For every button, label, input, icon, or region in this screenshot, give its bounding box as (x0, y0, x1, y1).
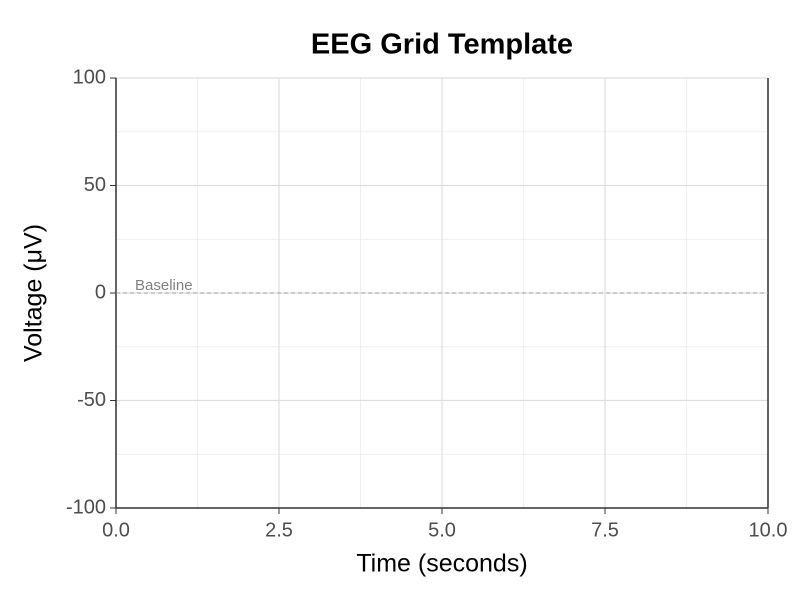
x-tick-label: 7.5 (591, 519, 619, 541)
x-tick-label: 5.0 (428, 519, 456, 541)
x-axis-label: Time (seconds) (356, 550, 527, 578)
x-tick-label: 2.5 (265, 519, 293, 541)
annotation: Baseline (135, 277, 193, 294)
y-axis-label: Voltage (μV) (20, 224, 48, 362)
chart-title: EEG Grid Template (311, 29, 573, 61)
y-tick-label: -50 (77, 389, 106, 411)
x-tick-label: 10.0 (749, 519, 788, 541)
y-tick-label: 100 (73, 66, 106, 88)
x-tick-label: 0.0 (102, 519, 130, 541)
y-tick-label: -100 (66, 496, 106, 518)
y-tick-label: 50 (84, 174, 106, 196)
y-tick-label: 0 (95, 281, 106, 303)
